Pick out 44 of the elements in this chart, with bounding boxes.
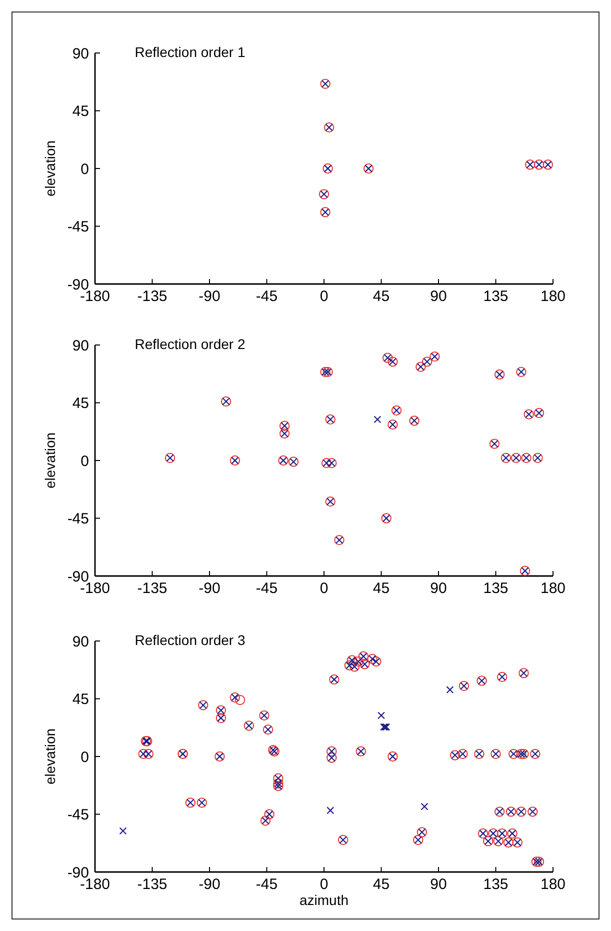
x-tick-label: 90: [430, 876, 447, 893]
x-tick-label: -135: [137, 288, 168, 305]
x-tick-label: 135: [483, 288, 508, 305]
x-tick-label: -90: [198, 288, 220, 305]
x-tick-label: -45: [256, 580, 278, 597]
y-tick-label: 0: [80, 160, 89, 178]
x-tick-label: -135: [137, 580, 168, 597]
y-axis-title: elevation: [42, 140, 58, 197]
point: [374, 416, 382, 424]
x-tick-label: -90: [198, 876, 220, 893]
chart-title: Reflection order 1: [134, 44, 246, 60]
x-tick-label: 135: [483, 580, 508, 597]
x-tick-label: 0: [320, 288, 328, 305]
y-tick-label: -45: [67, 218, 89, 236]
x-axis-title: azimuth: [299, 892, 349, 908]
x-tick-label: 90: [430, 288, 447, 305]
x-tick-label: -45: [256, 876, 278, 893]
x-tick-label: 45: [372, 580, 390, 597]
x-tick-label: 135: [483, 876, 508, 893]
x-tick-label: -135: [137, 876, 168, 893]
chart-title: Reflection order 3: [134, 632, 246, 648]
y-axis-title: elevation: [42, 728, 58, 785]
x-tick-label: -90: [198, 580, 220, 597]
x-tick-label: 45: [372, 288, 390, 305]
y-tick-label: 0: [80, 452, 89, 470]
y-tick-label: -45: [67, 806, 89, 824]
y-tick-label: 90: [72, 633, 89, 650]
x-tick-label: 180: [540, 876, 566, 893]
y-tick-label: 45: [72, 103, 89, 120]
y-tick-label: 45: [72, 395, 89, 412]
x-tick-label: 180: [540, 580, 566, 597]
x-tick-label: -45: [256, 288, 278, 305]
y-axis-title: elevation: [42, 432, 58, 489]
chart-title: Reflection order 2: [134, 336, 246, 352]
y-tick-label: -45: [67, 510, 89, 528]
y-tick-label: 45: [72, 691, 89, 708]
x-tick-label: 180: [540, 288, 566, 305]
y-tick-label: 0: [80, 748, 89, 766]
x-tick-label: 90: [430, 580, 447, 597]
y-tick-label: 90: [72, 337, 89, 354]
y-tick-label: 90: [72, 45, 89, 62]
x-tick-label: 45: [372, 876, 390, 893]
x-tick-label: 0: [320, 876, 328, 893]
x-tick-label: 0: [320, 580, 328, 597]
